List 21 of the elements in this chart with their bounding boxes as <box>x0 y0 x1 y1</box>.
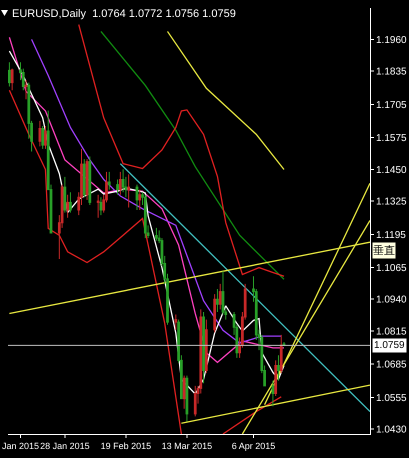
y-tick-label: 1.0685 <box>376 360 408 371</box>
y-tick-label: 1.1065 <box>376 262 408 274</box>
y-tick-label: 1.0555 <box>376 392 408 404</box>
y-tick-label: 1.1195 <box>376 230 406 241</box>
chart-title: EURUSD,Daily 1.0764 1.0772 1.0756 1.0759 <box>12 8 236 20</box>
y-tick-label: 1.1450 <box>376 164 408 176</box>
y-tick-label: 1.1960 <box>376 34 408 46</box>
x-tick-label: Jan 2015 <box>2 440 40 451</box>
y-tick-label: 1.0430 <box>376 424 408 436</box>
x-tick-label: 19 Feb 2015 <box>100 440 152 451</box>
y-tick-label: 1.0815 <box>376 326 408 338</box>
y-tick-label: 1.1705 <box>376 100 408 111</box>
y-tick-label: 1.0940 <box>376 294 408 306</box>
x-tick-label: 28 Jan 2015 <box>40 440 90 451</box>
text: 垂直 <box>373 243 395 258</box>
x-tick-label: 13 Mar 2015 <box>162 440 212 451</box>
x-tick-label: 6 Apr 2015 <box>232 440 276 451</box>
y-tick-label: 1.1325 <box>376 196 408 208</box>
ref-line-label: 1.0759 <box>374 340 406 351</box>
y-tick-label: 1.1835 <box>376 66 408 78</box>
y-tick-label: 1.1575 <box>376 132 408 144</box>
